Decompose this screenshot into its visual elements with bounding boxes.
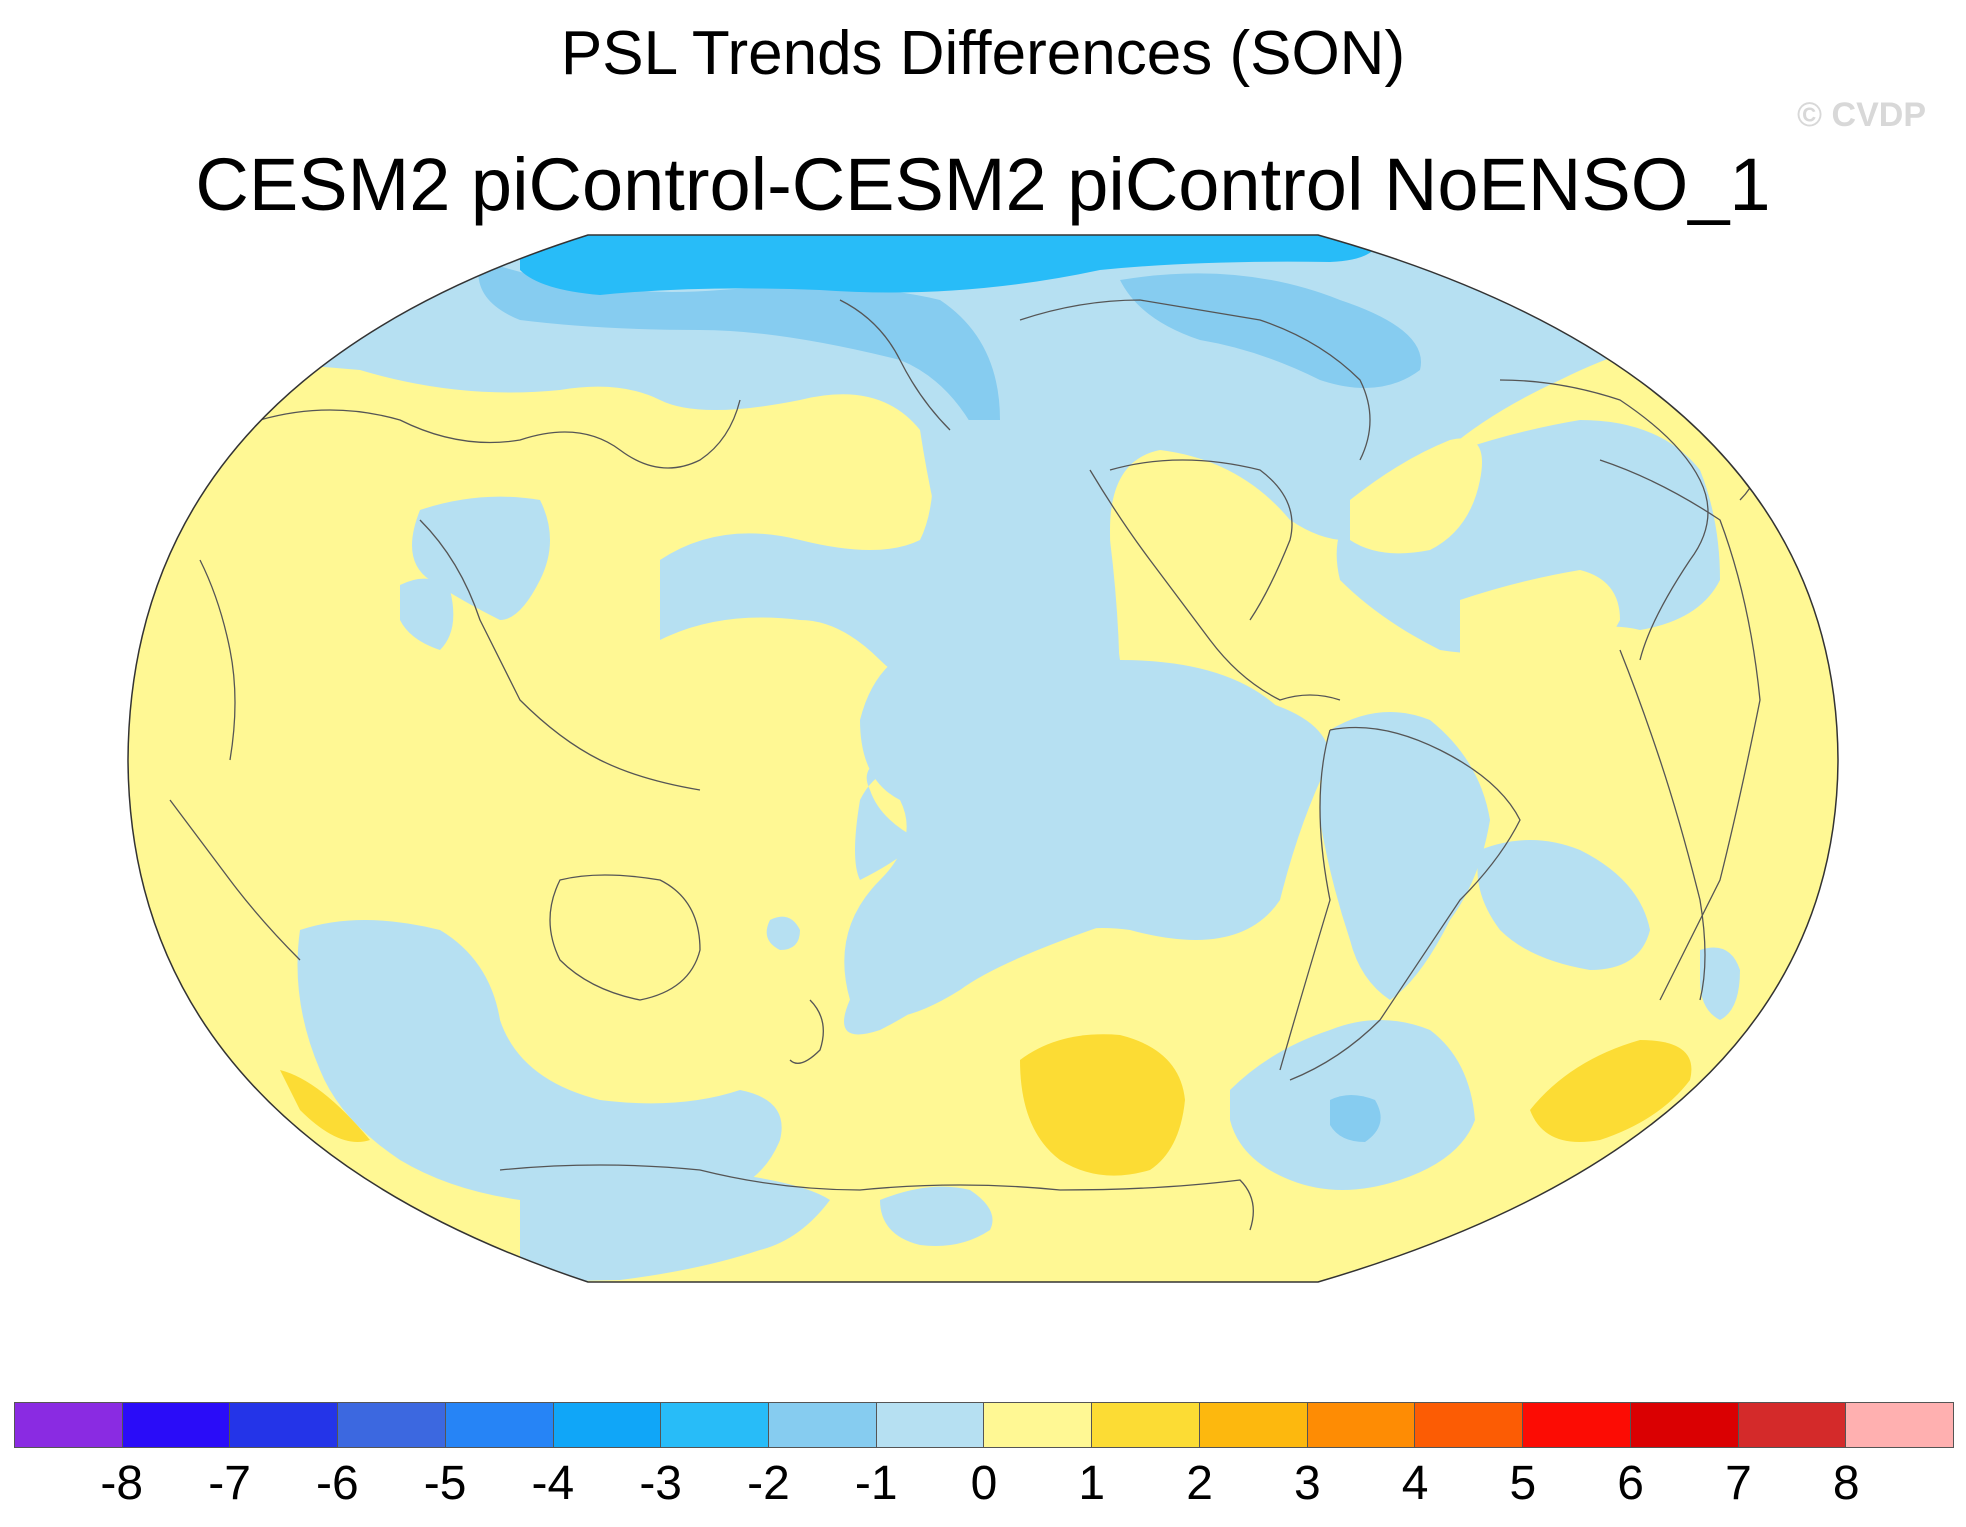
colorbar-swatch — [1307, 1403, 1416, 1447]
colorbar-tick-label: -2 — [747, 1457, 790, 1510]
colorbar-swatch — [230, 1403, 339, 1447]
colorbar-swatch — [445, 1403, 554, 1447]
colorbar-swatch — [1846, 1403, 1953, 1447]
world-map — [127, 234, 1839, 1283]
southwest-pos2-patch — [280, 1070, 370, 1142]
ross-sea-negative-blob — [880, 1186, 993, 1246]
colorbar-swatch — [876, 1403, 985, 1447]
colorbar-swatch — [122, 1403, 231, 1447]
cvdp-watermark: © CVDP — [1797, 96, 1926, 134]
colorbar-swatch — [1523, 1403, 1631, 1447]
colorbar-swatch — [769, 1403, 877, 1447]
colorbar-labels: -8 -7 -6 -5 -4 -3 -2 -1 0 1 2 3 4 5 6 7 8 — [0, 1456, 1966, 1516]
colorbar-tick-label: 7 — [1725, 1457, 1752, 1510]
south-atlantic-negative-region — [1477, 840, 1650, 970]
colorbar-swatch — [661, 1403, 770, 1447]
north-atlantic-positive-lobe — [1350, 438, 1482, 554]
weddell-neg2-core — [1330, 1095, 1381, 1142]
coastlines — [169, 299, 1764, 1231]
colorbar-tick-label: -3 — [639, 1457, 682, 1510]
colorbar-tick-label: 6 — [1617, 1457, 1644, 1510]
map-subtitle: CESM2 piControl-CESM2 piControl NoENSO_1 — [195, 143, 1771, 226]
central-atlantic-positive — [1460, 570, 1620, 683]
colorbar-swatch — [984, 1403, 1093, 1447]
colorbar-tick-label: 2 — [1186, 1457, 1213, 1510]
greenland-neg2-region — [1120, 273, 1421, 388]
colorbar-tick-label: -8 — [100, 1457, 144, 1510]
colorbar-swatch — [1415, 1403, 1524, 1447]
colorbar-tick-label: -5 — [423, 1457, 467, 1510]
colorbar-tick-label: 0 — [970, 1457, 998, 1510]
colorbar-swatch — [1092, 1403, 1200, 1447]
colorbar-tick-label: 8 — [1832, 1457, 1860, 1510]
south-africa-negative-patch — [1700, 947, 1740, 1020]
colorbar-tick-label: 5 — [1509, 1457, 1537, 1510]
southern-indian-negative-region — [297, 920, 782, 1205]
colorbar-swatch — [338, 1403, 446, 1447]
south-america-negative-region — [1320, 712, 1490, 1000]
north-america-west-negative — [1040, 420, 1120, 700]
colorbar-tick-label: -6 — [315, 1457, 359, 1510]
colorbar-tick-label: 3 — [1293, 1457, 1321, 1510]
colorbar — [14, 1402, 1954, 1448]
india-negative-patch — [400, 578, 454, 650]
colorbar-tick-label: 4 — [1401, 1457, 1429, 1510]
arctic-neg3-band — [520, 235, 1380, 295]
map-title: PSL Trends Differences (SON) — [560, 19, 1406, 88]
colorbar-swatch — [1630, 1403, 1739, 1447]
colorbar-tick-label: -1 — [854, 1457, 898, 1510]
antarctic-pacific-negative — [520, 1166, 830, 1282]
arctic-neg2-band — [478, 260, 1000, 440]
colorbar-tick-label: -4 — [531, 1457, 575, 1510]
map-border — [127, 234, 1839, 1283]
tasman-negative-blob — [766, 916, 800, 950]
colorbar-swatch — [1738, 1403, 1847, 1447]
colorbar-tick-label: -7 — [208, 1457, 251, 1510]
south-pacific-negative-lobe — [844, 640, 1303, 1018]
south-pacific-pos2-region — [1020, 1034, 1185, 1176]
colorbar-tick-label: 1 — [1078, 1457, 1106, 1510]
colorbar-swatch — [553, 1403, 662, 1447]
colorbar-swatch — [1199, 1403, 1308, 1447]
colorbar-swatch — [15, 1403, 123, 1447]
south-indian-pos2-region — [1530, 1040, 1692, 1142]
